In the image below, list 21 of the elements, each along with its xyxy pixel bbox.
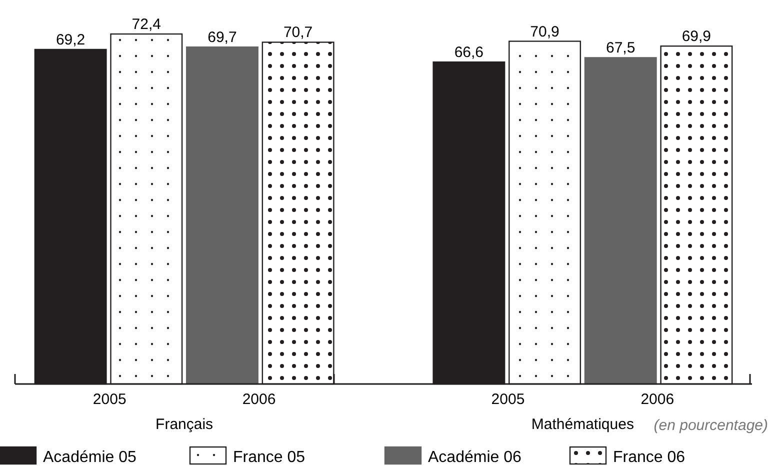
legend-label: Académie 06 (428, 449, 522, 466)
x-tick-label: Mathématiques (531, 416, 634, 433)
legend-label: France 06 (613, 449, 686, 466)
data-label: 69,2 (56, 31, 86, 48)
data-label: 70,7 (283, 24, 313, 42)
data-label: 69,7 (208, 29, 237, 46)
bar (186, 46, 258, 385)
data-label: 70,9 (530, 23, 560, 40)
x-tick-label: Français (156, 416, 214, 433)
legend-label: France 05 (233, 449, 306, 466)
text: 2005 (92, 391, 126, 408)
text: 2005 (491, 391, 525, 408)
text: 2006 (640, 391, 674, 408)
bar (584, 57, 657, 385)
data-label: 67,5 (606, 40, 636, 57)
data-label: 66,6 (454, 44, 484, 62)
text: (en pourcentage) (654, 417, 768, 434)
text: 2006 (242, 391, 276, 408)
data-label: 69,9 (682, 28, 712, 46)
data-label: 72,4 (132, 16, 161, 33)
legend-label: Académie 05 (43, 449, 136, 466)
